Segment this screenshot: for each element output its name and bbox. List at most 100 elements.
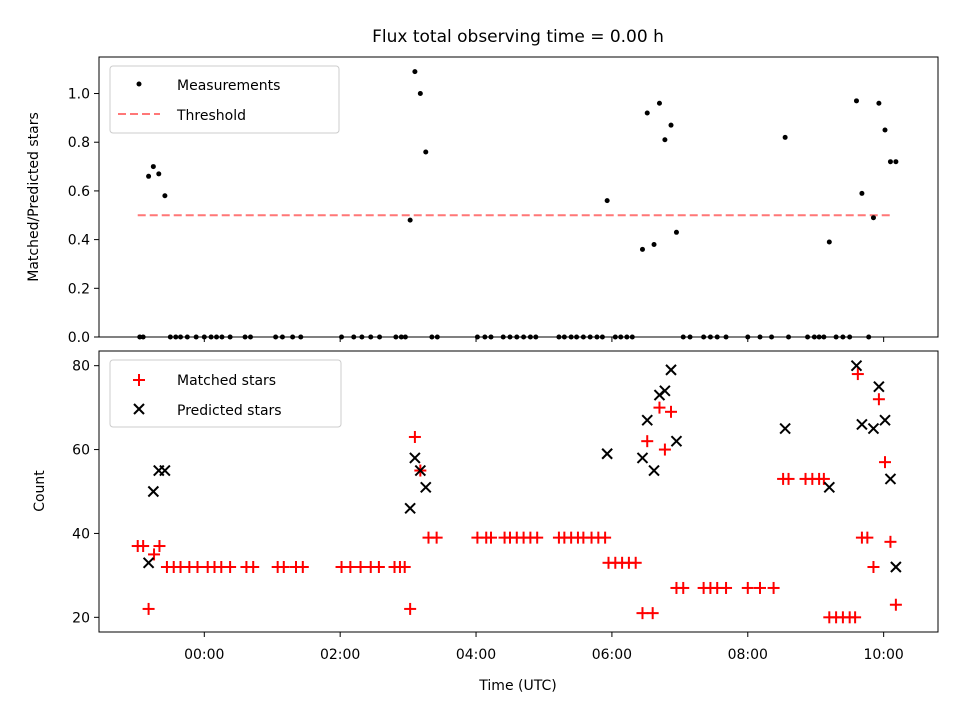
measurement-point [417, 91, 423, 97]
bottom-x-axis-ticks: 00:00 02:00 04:00 06:00 08:00 10:00 [184, 632, 904, 663]
matched-star-point [153, 540, 166, 553]
matched-star-point [484, 531, 497, 544]
bottom-x-tick-label: 02:00 [320, 647, 360, 663]
bottom-data-marks [131, 359, 902, 624]
bottom-legend: Matched stars Predicted stars [109, 359, 342, 428]
matched-star-point [531, 531, 544, 544]
legend-predicted-marker [133, 403, 145, 415]
measurement-point [893, 159, 899, 165]
bottom-y-tick-label: 20 [72, 610, 90, 626]
predicted-star-point [890, 561, 902, 573]
measurement-point [870, 215, 876, 221]
matched-star-point [599, 531, 612, 544]
predicted-star-point [636, 452, 649, 464]
bottom-y-tick-label: 80 [72, 359, 90, 375]
matched-star-point [872, 393, 885, 406]
matched-star-point [408, 430, 421, 443]
measurement-point [782, 134, 788, 140]
legend-matched-marker [133, 374, 145, 386]
top-y-tick-label: 0.8 [68, 135, 90, 151]
measurement-point [673, 229, 679, 235]
predicted-star-point [409, 452, 421, 464]
bottom-y-tick-label: 60 [72, 443, 90, 459]
measurement-point [162, 193, 168, 199]
matched-star-point [224, 560, 237, 573]
measurement-point [412, 69, 418, 75]
bottom-x-tick-label: 06:00 [592, 647, 632, 663]
top-legend: Measurements Threshold [109, 65, 340, 134]
matched-star-point [665, 405, 678, 418]
matched-star-point [137, 540, 150, 553]
top-plot-frame [98, 56, 939, 338]
measurement-point [656, 100, 662, 106]
matched-star-point [677, 581, 690, 594]
top-y-axis-ticks: 0.0 0.2 0.4 0.6 0.8 1.0 [68, 87, 99, 346]
bottom-x-tick-label: 00:00 [184, 647, 224, 663]
chart-title: Flux total observing time = 0.00 h [372, 27, 664, 47]
legend-matched-label: Matched stars [177, 373, 276, 389]
matched-star-point [879, 456, 892, 469]
bottom-x-tick-label: 04:00 [456, 647, 496, 663]
predicted-star-point [879, 414, 891, 426]
predicted-star-point [856, 418, 868, 431]
predicted-star-point [648, 464, 660, 477]
measurement-point [859, 190, 865, 196]
predicted-star-point [670, 435, 683, 447]
top-plot-panel: 0.0 0.2 0.4 0.6 0.8 1.0 Matched/Predicted sta… [26, 56, 939, 346]
measurement-point [644, 110, 650, 116]
predicted-star-point [867, 422, 880, 435]
matched-star-point [889, 598, 902, 611]
predicted-star-point [159, 464, 171, 477]
matched-star-point [142, 602, 155, 615]
predicted-star-point [420, 481, 432, 494]
matched-star-point [658, 443, 671, 456]
measurement-point [407, 217, 413, 223]
predicted-star-point [779, 422, 791, 435]
measurement-point [150, 164, 156, 170]
matched-star-point [754, 581, 767, 594]
predicted-star-point [641, 414, 653, 426]
predicted-star-point [414, 464, 427, 477]
bottom-x-tick-label: 10:00 [863, 647, 903, 663]
predicted-star-point [823, 481, 836, 494]
legend-measurements-label: Measurements [177, 78, 280, 94]
matched-star-point [430, 531, 443, 544]
matched-star-point [354, 560, 367, 573]
predicted-star-point [601, 448, 613, 460]
measurement-point [668, 122, 674, 128]
matched-star-point [636, 607, 649, 620]
matched-star-point [344, 560, 357, 573]
bottom-y-axis-ticks: 20 40 60 80 [72, 359, 99, 626]
predicted-star-point [142, 557, 155, 569]
legend-measurements-marker [136, 81, 142, 87]
measurement-point [146, 173, 152, 179]
matched-star-point [653, 401, 666, 414]
matched-star-point [247, 560, 260, 573]
bottom-y-tick-label: 40 [72, 526, 90, 542]
measurement-point [853, 98, 859, 104]
matched-star-point [782, 472, 795, 485]
matched-star-point [861, 531, 874, 544]
matched-star-point [277, 560, 290, 573]
top-y-axis-label: Matched/Predicted stars [26, 112, 42, 282]
bottom-y-axis-label: Count [32, 470, 48, 512]
measurement-point [639, 246, 645, 252]
measurement-point [887, 159, 893, 165]
predicted-star-point [665, 364, 677, 376]
matched-star-point [741, 581, 754, 594]
matched-star-point [629, 556, 642, 569]
measurement-point [423, 149, 429, 155]
matched-star-point [641, 435, 654, 448]
bottom-plot-frame [98, 350, 939, 633]
measurement-point [876, 100, 882, 106]
top-y-tick-label: 1.0 [68, 87, 90, 103]
matched-star-point [867, 560, 880, 573]
top-legend-box [109, 65, 340, 134]
measurement-point [604, 198, 610, 204]
predicted-star-point [884, 473, 897, 485]
top-y-tick-label: 0.6 [68, 184, 90, 200]
measurement-point [651, 241, 657, 247]
predicted-star-point [659, 385, 671, 397]
